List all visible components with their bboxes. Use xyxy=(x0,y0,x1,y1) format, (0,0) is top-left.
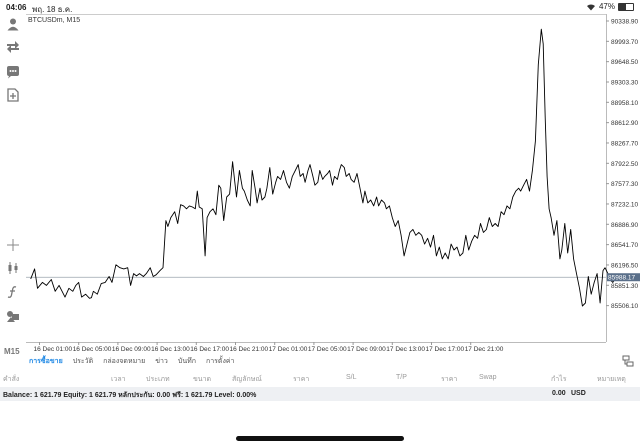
wifi-icon xyxy=(586,3,595,11)
price-tick-label: 90338.90 xyxy=(611,19,638,26)
positions-table-header: คำสั่ง เวลา ประเภท ขนาด สัญลักษณ์ ราคา S… xyxy=(0,371,640,385)
price-tick-label: 89303.30 xyxy=(611,79,638,86)
account-icon[interactable] xyxy=(5,16,21,32)
tab-news[interactable]: ข่าว xyxy=(155,357,168,365)
col-type: ประเภท xyxy=(146,376,170,383)
battery-icon xyxy=(618,2,634,11)
price-tick-label: 87577.30 xyxy=(611,181,638,188)
price-tick-label: 89993.70 xyxy=(611,39,638,46)
time-tick-label: 17 Dec 01:00 xyxy=(269,346,308,353)
price-tick-label: 89648.50 xyxy=(611,59,638,66)
status-right: 47% xyxy=(586,2,634,11)
price-tick-label: 88612.90 xyxy=(611,120,638,127)
col-volume: ขนาด xyxy=(193,376,212,383)
col-profit: กำไร xyxy=(551,376,567,383)
col-order: คำสั่ง xyxy=(3,376,20,383)
tab-journal[interactable]: บันทึก xyxy=(177,357,196,365)
time-tick-label: 16 Dec 17:00 xyxy=(190,346,229,353)
home-indicator[interactable] xyxy=(236,436,404,441)
tab-history[interactable]: ประวัติ xyxy=(72,357,94,365)
indicators-icon[interactable] xyxy=(5,284,21,300)
time-tick-label: 16 Dec 01:00 xyxy=(34,346,73,353)
balance-currency: USD xyxy=(571,390,586,397)
status-bar: 04:06 พฤ. 18 ธ.ค. 47% xyxy=(0,0,640,14)
price-tick-label: 85851.30 xyxy=(611,283,638,290)
battery-percent: 47% xyxy=(598,2,615,11)
price-axis: 90338.90 89993.70 89648.50 89303.30 88958.10… xyxy=(606,19,638,310)
balance-text: Balance: 1 621.79 Equity: 1 621.79 หลักป… xyxy=(3,392,257,399)
col-time: เวลา xyxy=(111,376,126,383)
time-tick-label: 17 Dec 13:00 xyxy=(386,346,425,353)
col-current-price: ราคา xyxy=(441,376,458,383)
time-tick-label: 16 Dec 13:00 xyxy=(151,346,190,353)
symbol-label: BTCUSDm, M15 xyxy=(28,17,80,24)
left-toolbar: M15 xyxy=(0,14,26,356)
price-tick-label: 86886.90 xyxy=(611,222,638,229)
timeframe-label[interactable]: M15 xyxy=(4,347,20,356)
terminal-tabs: การซื้อขาย ประวัติ กล่องจดหมาย ข่าว บันท… xyxy=(0,353,640,369)
new-order-icon[interactable] xyxy=(5,87,21,103)
time-tick-label: 17 Dec 17:00 xyxy=(426,346,465,353)
objects-icon[interactable] xyxy=(5,308,21,324)
price-series-line xyxy=(30,28,616,307)
price-tick-label: 87232.10 xyxy=(611,201,638,208)
status-date: พฤ. 18 ธ.ค. xyxy=(32,5,73,14)
time-tick-label: 16 Dec 05:00 xyxy=(73,346,112,353)
current-price-label: 85988.17 xyxy=(608,275,635,282)
time-axis: 16 Dec 01:00 16 Dec 05:00 16 Dec 09:00 16 D… xyxy=(34,342,504,353)
price-tick-label: 86196.50 xyxy=(611,262,638,269)
tab-mailbox[interactable]: กล่องจดหมาย xyxy=(103,357,146,365)
current-price-badge xyxy=(607,273,640,282)
chat-icon[interactable] xyxy=(5,64,21,80)
price-tick-label: 88267.70 xyxy=(611,140,638,147)
tab-settings[interactable]: การตั้งค่า xyxy=(205,357,235,365)
col-price: ราคา xyxy=(293,376,310,383)
col-symbol: สัญลักษณ์ xyxy=(232,376,262,383)
col-tp: T/P xyxy=(396,374,407,381)
price-tick-label: 85506.10 xyxy=(611,303,638,310)
time-tick-label: 17 Dec 09:00 xyxy=(347,346,386,353)
price-tick-label: 88958.10 xyxy=(611,100,638,107)
status-time: 04:06 xyxy=(6,3,27,12)
time-tick-label: 16 Dec 21:00 xyxy=(230,346,269,353)
col-sl: S/L xyxy=(346,374,357,381)
price-tick-label: 87922.50 xyxy=(611,161,638,168)
layout-toggle-icon[interactable] xyxy=(622,355,634,367)
balance-row: Balance: 1 621.79 Equity: 1 621.79 หลักป… xyxy=(0,387,640,401)
col-swap: Swap xyxy=(479,374,497,381)
chart-type-icon[interactable] xyxy=(5,260,21,276)
time-tick-label: 17 Dec 05:00 xyxy=(308,346,347,353)
price-chart[interactable]: BTCUSDm, M15 90338.90 89993.70 89648.50 893… xyxy=(26,14,640,356)
crosshair-icon[interactable] xyxy=(5,237,21,253)
col-comment: หมายเหตุ xyxy=(597,376,626,383)
tab-trade[interactable]: การซื้อขาย xyxy=(29,357,63,365)
price-tick-label: 86541.70 xyxy=(611,242,638,249)
time-tick-label: 17 Dec 21:00 xyxy=(465,346,504,353)
time-tick-label: 16 Dec 09:00 xyxy=(112,346,151,353)
balance-profit: 0.00 xyxy=(552,390,566,397)
trade-arrows-icon[interactable] xyxy=(5,39,21,55)
